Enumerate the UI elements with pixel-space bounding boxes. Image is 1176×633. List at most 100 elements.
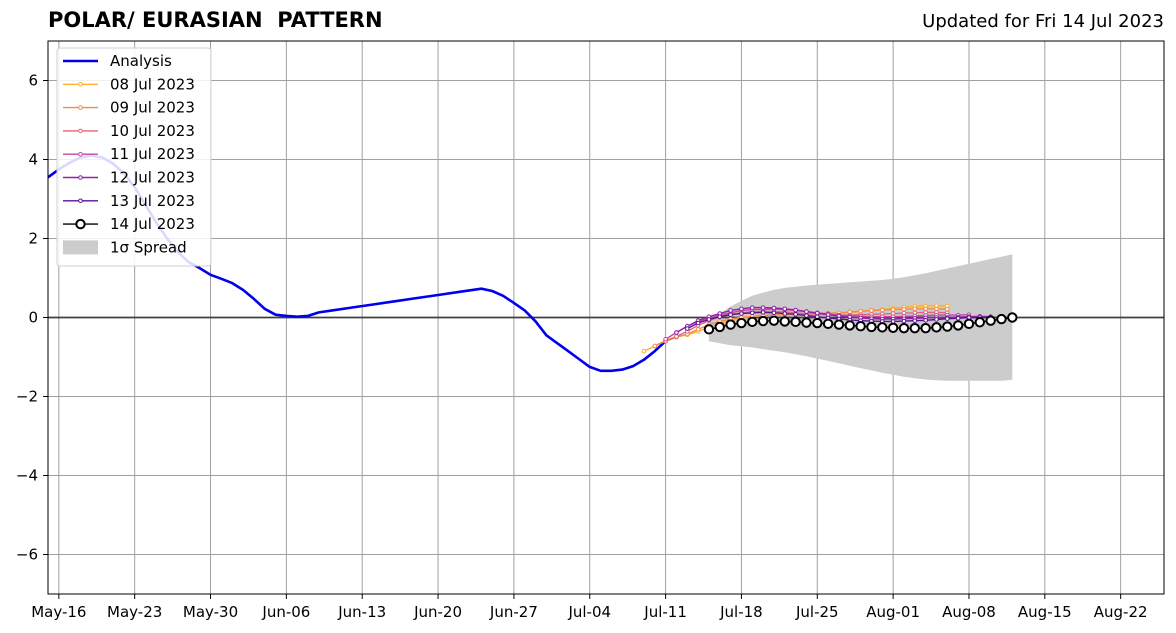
x-tick-label: Aug-15 <box>1018 603 1072 621</box>
latest-forecast-point <box>768 315 780 326</box>
latest-forecast-point <box>1007 312 1018 323</box>
y-tick-label: 0 <box>28 309 38 327</box>
forecast-point <box>912 306 918 312</box>
forecast-point <box>869 308 874 313</box>
y-tick-label: 4 <box>28 151 38 169</box>
forecast-point <box>706 317 712 322</box>
latest-forecast-point <box>725 319 736 330</box>
y-tick-label: 2 <box>28 230 38 248</box>
legend-marker <box>78 128 83 134</box>
latest-forecast-point <box>812 317 823 329</box>
latest-forecast-point <box>822 318 834 330</box>
x-tick-label: Jun-27 <box>489 603 538 621</box>
forecast-point <box>749 305 755 310</box>
latest-forecast-point <box>920 322 931 334</box>
latest-forecast-point <box>931 322 942 333</box>
legend-label: 12 Jul 2023 <box>110 169 195 187</box>
series-layer <box>47 154 1018 373</box>
forecast-point <box>749 310 755 316</box>
forecast-point <box>771 305 777 311</box>
y-tick-label: 6 <box>28 72 38 90</box>
forecast-point <box>695 327 701 332</box>
latest-forecast-point <box>909 322 920 334</box>
latest-forecast-point <box>996 313 1007 325</box>
x-tick-label: Jul-25 <box>795 603 839 621</box>
chart-title: POLAR/ EURASIAN PATTERN <box>48 8 383 32</box>
legend-label: 11 Jul 2023 <box>110 145 195 163</box>
forecast-point <box>641 348 647 354</box>
forecast-point <box>674 330 679 335</box>
axis-layer: May-16 May-23 May-30 Jun-06 Jun-13 Jun-20 Jun-… <box>16 40 1165 621</box>
legend-label: 14 Jul 2023 <box>110 215 195 233</box>
legend-marker <box>75 218 86 230</box>
latest-forecast-point <box>757 315 769 327</box>
x-tick-label: Aug-01 <box>866 603 920 621</box>
forecast-point <box>782 306 788 312</box>
legend-label: 10 Jul 2023 <box>110 122 195 140</box>
latest-forecast-point <box>963 318 975 330</box>
latest-forecast-point <box>747 316 758 328</box>
forecast-point <box>793 312 798 317</box>
y-tick-label: −6 <box>16 546 38 564</box>
legend-label: 09 Jul 2023 <box>110 99 195 117</box>
legend-box <box>56 47 212 267</box>
forecast-point <box>728 312 733 318</box>
x-tick-label: May-30 <box>183 603 238 621</box>
legend-marker <box>78 198 83 204</box>
legend-entry: 13 Jul 2023 <box>63 192 195 210</box>
forecast-point <box>879 307 885 313</box>
forecast-point <box>717 314 723 320</box>
legend-entry: 09 Jul 2023 <box>63 99 195 117</box>
legend-marker <box>78 151 83 157</box>
forecast-point <box>912 318 918 323</box>
legend-marker <box>78 175 83 180</box>
latest-forecast-point <box>714 321 725 333</box>
forecast-point <box>804 313 809 318</box>
legend-entry: 10 Jul 2023 <box>63 122 195 140</box>
latest-forecast-point <box>985 315 996 326</box>
latest-forecast-point <box>844 320 855 331</box>
legend-entry: 1σ Spread <box>63 238 187 256</box>
forecast-point <box>782 311 788 316</box>
latest-forecast-point <box>898 322 910 334</box>
legend-label: Analysis <box>110 52 172 70</box>
legend-marker <box>78 82 83 87</box>
y-tick-label: −4 <box>16 467 38 485</box>
legend-marker <box>78 105 83 110</box>
legend-entry: 12 Jul 2023 <box>63 169 195 187</box>
x-tick-label: Aug-08 <box>942 603 996 621</box>
latest-forecast-point <box>703 324 715 335</box>
forecast-point <box>739 306 744 312</box>
latest-forecast-point <box>866 321 877 333</box>
x-tick-label: May-16 <box>31 603 86 621</box>
forecast-point <box>739 311 744 316</box>
forecast-line <box>654 308 948 347</box>
legend-entry: 14 Jul 2023 <box>63 215 195 233</box>
legend: Analysis 08 Jul 2023 09 Jul 2023 10 Jul 202… <box>56 47 212 267</box>
latest-forecast-point <box>877 322 888 333</box>
latest-forecast-point <box>801 317 812 328</box>
latest-forecast-point <box>974 317 986 328</box>
updated-date: Updated for Fri 14 Jul 2023 <box>922 11 1164 32</box>
x-tick-label: Jun-13 <box>337 603 386 621</box>
forecast-point <box>771 310 777 316</box>
forecast-point <box>934 317 939 322</box>
latest-forecast-point <box>887 322 899 333</box>
plot-frame <box>47 40 1165 595</box>
x-tick-label: May-23 <box>107 603 162 621</box>
forecast-point <box>760 310 766 315</box>
forecast-point <box>804 309 809 314</box>
legend-label: 08 Jul 2023 <box>110 75 195 93</box>
x-tick-label: Jun-20 <box>413 603 462 621</box>
latest-forecast-point <box>855 320 866 332</box>
latest-forecast-point <box>833 319 845 330</box>
legend-entry: Analysis <box>63 52 172 70</box>
forecast-point <box>955 315 961 321</box>
forecast-point <box>728 308 733 313</box>
y-tick-label: −2 <box>16 388 38 406</box>
forecast-point <box>945 316 950 321</box>
x-tick-label: Jul-11 <box>643 603 687 621</box>
latest-forecast-point <box>942 321 953 332</box>
forecast-point <box>684 326 690 331</box>
latest-forecast-series <box>703 312 1018 335</box>
